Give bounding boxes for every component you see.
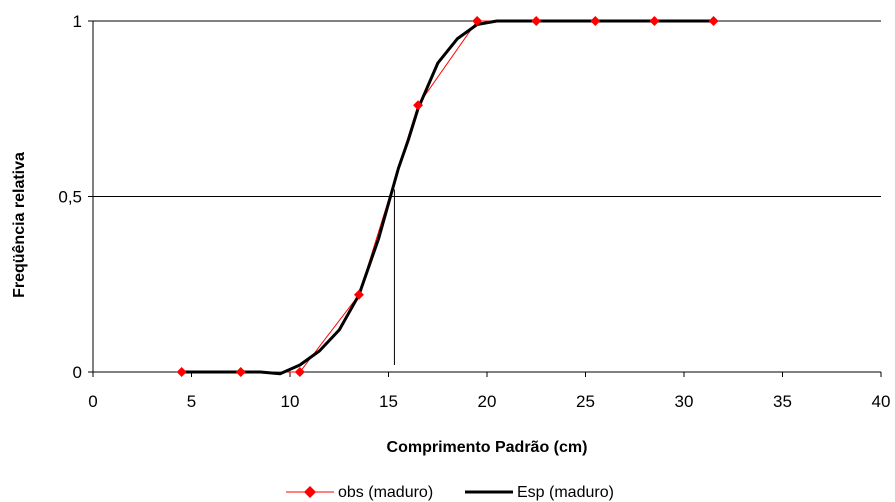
x-tick-label: 35 <box>773 392 792 411</box>
x-tick-label: 20 <box>478 392 497 411</box>
obs-point <box>235 367 246 377</box>
obs-point <box>590 16 601 26</box>
x-tick-label: 25 <box>576 392 595 411</box>
grid-lines <box>93 20 881 197</box>
obs-point <box>176 367 187 377</box>
legend-obs-marker <box>304 486 316 498</box>
obs-point <box>649 16 660 26</box>
obs-point <box>413 100 424 111</box>
x-tick-label: 0 <box>88 392 97 411</box>
x-tick-label: 5 <box>187 392 196 411</box>
legend-esp-label: Esp (maduro) <box>517 484 614 501</box>
y-tick-labels: 00,51 <box>58 12 82 382</box>
y-tick-label: 0 <box>73 363 82 382</box>
x-tick-label: 40 <box>872 392 891 411</box>
obs-point <box>294 367 305 377</box>
y-tick-label: 1 <box>73 12 82 31</box>
y-tick-label: 0,5 <box>58 188 82 207</box>
obs-point <box>708 16 719 26</box>
x-tick-label: 15 <box>379 392 398 411</box>
series-layer <box>176 16 719 377</box>
x-axis-title: Comprimento Padrão (cm) <box>387 439 588 456</box>
esp-series-line <box>181 19 714 376</box>
obs-point <box>531 16 542 26</box>
obs-point <box>472 16 483 26</box>
y-axis-title: Freqüência relativa <box>11 152 28 298</box>
x-tick-label: 10 <box>281 392 300 411</box>
legend-obs-label: obs (maduro) <box>338 484 433 501</box>
x-tick-label: 30 <box>675 392 694 411</box>
axes <box>88 20 882 377</box>
legend: obs (maduro) Esp (maduro) <box>286 484 614 501</box>
x-tick-labels: 0 5 10 15 20 25 30 35 40 <box>88 392 890 411</box>
obs-point <box>353 289 364 300</box>
